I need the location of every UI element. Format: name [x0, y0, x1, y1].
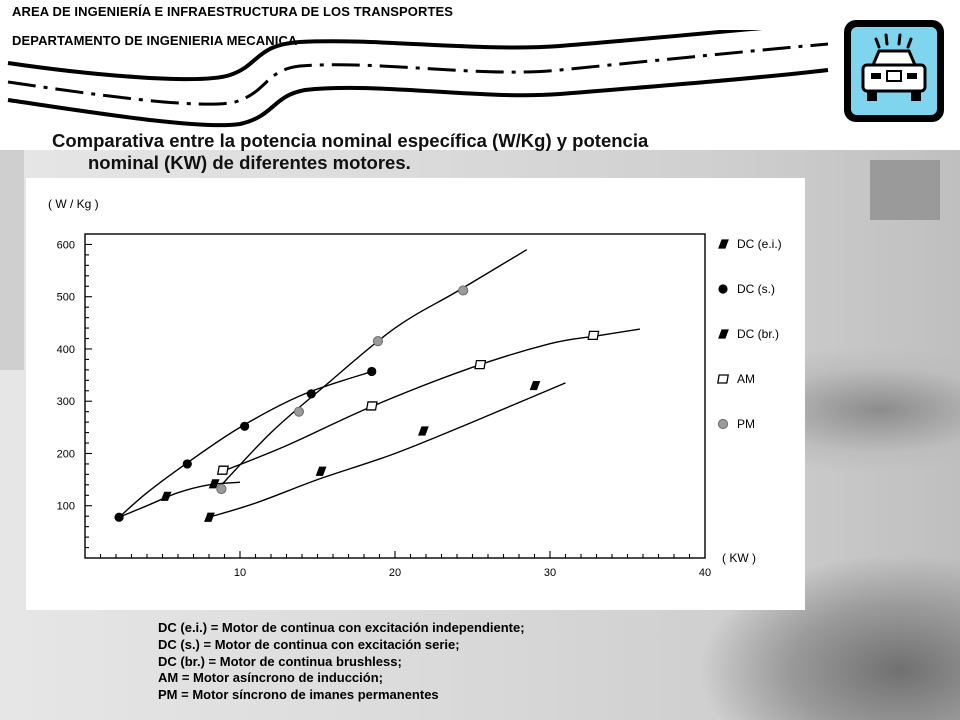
data-point: [293, 406, 304, 417]
y-tick-label: 100: [57, 501, 75, 513]
legend-entry: PM: [717, 417, 755, 431]
y-tick-label: 600: [57, 239, 75, 251]
slide-title-line-2: nominal (KW) de diferentes motores.: [88, 152, 411, 173]
legend-label: AM: [737, 372, 755, 386]
road-icon: [7, 30, 829, 128]
data-point: [418, 426, 429, 436]
legend-label: DC (br.): [737, 327, 779, 341]
data-point: [365, 401, 378, 411]
legend-entry: DC (br.): [718, 327, 779, 341]
series-am: [216, 328, 641, 475]
series-pm: [216, 249, 528, 495]
y-tick-label: 200: [57, 448, 75, 460]
data-point: [529, 380, 541, 391]
legend-entry: AM: [717, 372, 755, 386]
data-point: [458, 285, 469, 296]
x-tick-label: 30: [544, 567, 556, 579]
data-point: [315, 466, 327, 476]
data-point: [182, 459, 192, 469]
background-window-shape: [870, 160, 940, 220]
data-point: [204, 512, 215, 522]
legend-label: DC (e.i.): [737, 237, 782, 251]
abbreviation-line: DC (e.i.) = Motor de continua con excita…: [158, 620, 525, 635]
institution-header: AREA DE INGENIERÍA E INFRAESTRUCTURA DE …: [12, 4, 454, 19]
legend-entry: DC (s.): [718, 282, 775, 296]
data-point: [216, 483, 227, 495]
data-point: [474, 359, 487, 370]
car-icon: [844, 20, 944, 122]
series-dc-br: [118, 479, 241, 518]
chart-panel: 100 200 300 400 500 600 10 20 30 40 ( W / Kg ) ( KW…: [26, 178, 805, 610]
data-point: [216, 465, 229, 475]
abbreviation-line: AM = Motor asíncrono de inducción;: [158, 670, 383, 686]
abbreviation-line: DC (s.) = Motor de continua con excitaci…: [158, 636, 460, 652]
department-header: DEPARTAMENTO DE INGENIERIA MECANICA: [12, 33, 298, 48]
x-axis-label: ( KW ): [722, 551, 756, 565]
legend-marker: [717, 418, 729, 430]
slide-title: Comparativa entre la potencia nominal es…: [52, 130, 772, 174]
series-line: [208, 382, 566, 518]
legend-marker: [718, 239, 729, 249]
y-tick-label: 300: [57, 396, 75, 408]
x-tick-label: 20: [389, 567, 401, 579]
series-line: [118, 371, 369, 518]
x-tick-label: 40: [699, 567, 711, 579]
legend-marker: [717, 374, 729, 384]
y-tick-label: 400: [57, 344, 75, 356]
legend-entry: DC (e.i.): [718, 237, 782, 251]
background-window-shape: [0, 150, 24, 370]
abbreviation-line: PM = Motor síncrono de imanes permanente…: [158, 687, 439, 703]
series-line: [216, 249, 528, 491]
y-axis-label: ( W / Kg ): [48, 197, 99, 211]
slide-title-line-1: Comparativa entre la potencia nominal es…: [52, 130, 649, 151]
data-point: [208, 479, 220, 489]
x-tick-label: 10: [234, 567, 246, 579]
data-point: [367, 366, 377, 377]
series-dc-e-i: [204, 380, 566, 522]
series-line: [221, 328, 641, 473]
legend-marker: [718, 284, 728, 294]
legend-label: PM: [737, 417, 755, 431]
y-tick-label: 500: [57, 292, 75, 304]
data-point: [114, 512, 124, 522]
data-point: [240, 421, 250, 431]
series-line: [118, 481, 241, 518]
series-dc-s: [114, 366, 377, 522]
abbreviation-line: DC (br.) = Motor de continua brushless;: [158, 653, 402, 669]
data-point: [160, 491, 172, 501]
chart: 100 200 300 400 500 600 10 20 30 40 ( W / Kg ) ( KW…: [48, 197, 782, 579]
abbreviation-legend: DC (e.i.) = Motor de continua con excita…: [158, 620, 858, 704]
legend-marker: [718, 329, 729, 339]
data-point: [587, 330, 600, 341]
plot-frame: [84, 233, 706, 559]
data-point: [372, 336, 384, 347]
legend-label: DC (s.): [737, 282, 775, 296]
